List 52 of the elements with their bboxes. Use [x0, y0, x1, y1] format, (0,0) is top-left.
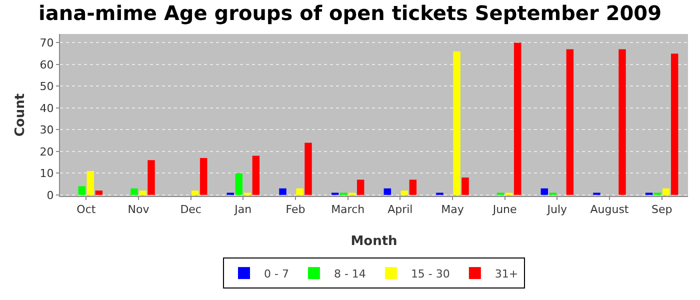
- bar: [130, 188, 138, 195]
- x-tick-label: June: [492, 203, 518, 216]
- bar: [95, 190, 103, 195]
- bar: [235, 173, 243, 195]
- bar: [304, 142, 312, 195]
- bar: [453, 51, 460, 195]
- y-tick-label: 40: [40, 102, 54, 115]
- bar: [384, 188, 392, 195]
- x-tick-label: April: [388, 203, 413, 216]
- bar: [670, 54, 678, 195]
- y-tick-label: 0: [46, 188, 54, 202]
- bar: [514, 42, 522, 195]
- bar: [78, 186, 86, 195]
- bar: [139, 190, 146, 195]
- bar: [540, 188, 548, 195]
- x-tick-label: Nov: [128, 203, 150, 216]
- legend-label: 0 - 7: [264, 267, 289, 280]
- y-axis-title: Count: [13, 93, 28, 137]
- bar: [618, 49, 626, 195]
- bar: [191, 190, 199, 195]
- x-axis-title: Month: [350, 234, 398, 249]
- bar: [296, 188, 304, 195]
- bar: [662, 188, 670, 195]
- x-tick-label: Feb: [286, 203, 306, 216]
- legend-label: 15 - 30: [410, 267, 450, 280]
- bar: [400, 190, 408, 195]
- bar: [252, 156, 260, 195]
- bar: [279, 188, 286, 195]
- x-tick-label: Dec: [180, 203, 202, 216]
- bar: [462, 178, 469, 195]
- y-tick-label: 20: [40, 145, 54, 158]
- bar: [86, 170, 94, 195]
- x-tick-label: May: [441, 203, 464, 216]
- x-tick-label: March: [331, 203, 365, 216]
- y-tick-label: 60: [40, 58, 54, 72]
- legend-label: 8 - 14: [334, 267, 366, 280]
- x-tick-label: August: [590, 203, 630, 216]
- bar: [409, 180, 417, 195]
- y-tick-label: 30: [40, 124, 54, 137]
- legend-label: 31+: [494, 267, 518, 280]
- x-tick-label: Oct: [76, 203, 96, 216]
- chart-title: iana-mime Age groups of open tickets September 2009: [38, 1, 662, 25]
- y-tick-label: 10: [40, 167, 54, 180]
- y-tick-label: 50: [40, 80, 54, 94]
- y-tick-label: 70: [40, 36, 54, 50]
- x-tick-label: July: [546, 203, 568, 216]
- bar: [200, 158, 208, 195]
- bar: [356, 180, 364, 195]
- x-tick-label: Jan: [234, 203, 252, 216]
- x-tick-label: Sep: [651, 203, 672, 216]
- bar: [566, 49, 574, 195]
- bar: [148, 160, 155, 195]
